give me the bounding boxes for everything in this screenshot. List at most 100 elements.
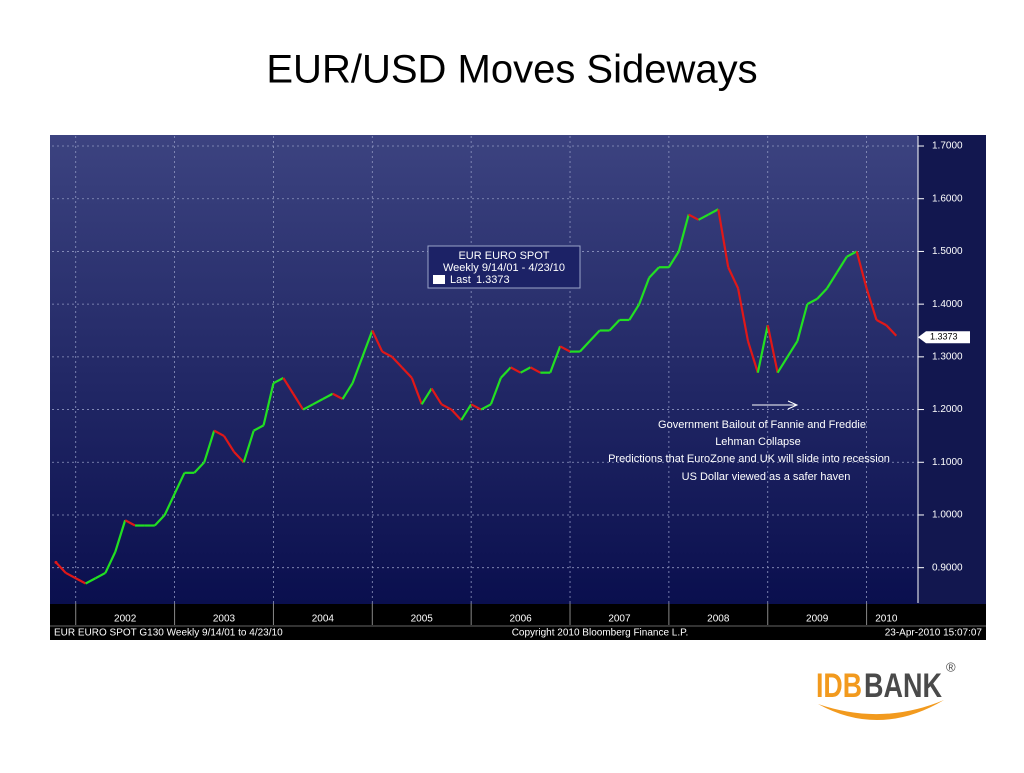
y-tick-label: 1.1000 — [932, 457, 963, 468]
price-segment — [213, 429, 225, 437]
x-tick-label: 2005 — [411, 614, 434, 625]
price-segment — [529, 366, 541, 374]
price-segment — [242, 430, 255, 463]
price-segment — [401, 366, 413, 379]
y-tick-label: 1.2000 — [932, 404, 963, 415]
price-segment — [846, 250, 858, 258]
footer-left: EUR EURO SPOT G130 Weekly 9/14/01 to 4/2… — [54, 628, 283, 639]
price-segment — [114, 519, 127, 553]
x-tick-label: 2010 — [875, 614, 898, 625]
price-segment — [203, 430, 216, 463]
x-tick-label: 2004 — [312, 614, 335, 625]
x-tick-label: 2007 — [608, 614, 631, 625]
price-segment — [865, 288, 878, 321]
price-segment — [173, 472, 186, 495]
price-segment — [361, 330, 374, 358]
legend-swatch — [433, 275, 445, 284]
y-tick-label: 1.3000 — [932, 351, 963, 362]
price-segment — [688, 213, 700, 221]
price-segment — [332, 392, 344, 400]
price-segment — [608, 319, 621, 332]
x-tick-label: 2001 — [15, 614, 38, 625]
price-segment — [836, 256, 848, 274]
price-segment — [440, 403, 452, 411]
price-segment — [282, 377, 295, 395]
price-segment — [559, 345, 571, 353]
annotation: US Dollar viewed as a safer haven — [682, 471, 851, 483]
y-tick-label: 1.7000 — [932, 141, 963, 152]
price-segment — [371, 330, 384, 353]
price-segment — [648, 266, 660, 279]
price-segment — [480, 403, 492, 411]
logo-mark: ® — [946, 659, 956, 674]
footer-right: 23-Apr-2010 15:07:07 — [885, 628, 983, 639]
price-segment — [154, 514, 166, 527]
price-segment — [253, 424, 265, 432]
price-segment — [193, 461, 206, 474]
axis-strip — [50, 604, 986, 640]
price-segment — [806, 297, 818, 306]
price-segment — [885, 324, 898, 337]
price-segment — [855, 251, 868, 289]
price-segment — [766, 325, 779, 373]
x-tick-label: 2009 — [806, 614, 829, 625]
price-segment — [628, 303, 641, 321]
price-segment — [796, 303, 809, 342]
price-segment — [698, 213, 709, 221]
x-tick-label: 2002 — [114, 614, 137, 625]
price-segment — [104, 551, 117, 574]
legend-box — [427, 245, 581, 289]
price-segment — [667, 250, 680, 268]
price-segment — [746, 340, 759, 373]
price-segment — [85, 577, 97, 585]
legend-subtitle: Weekly 9/14/01 - 4/23/10 — [443, 262, 565, 274]
price-segment — [460, 403, 473, 421]
logo-left: IDB — [816, 667, 862, 705]
price-segment — [677, 214, 690, 252]
price-segment — [65, 571, 77, 580]
logo-right: BANK — [864, 667, 942, 705]
last-value-label: 1.3373 — [930, 332, 958, 342]
price-segment — [588, 329, 601, 342]
price-segment — [786, 340, 799, 358]
annotation: Lehman Collapse — [715, 436, 801, 448]
price-segment — [410, 377, 423, 405]
price-segment — [420, 387, 433, 405]
price-segment — [450, 408, 463, 421]
price-segment — [55, 561, 67, 574]
y-tick-label: 1.6000 — [932, 193, 963, 204]
price-segment — [341, 382, 354, 400]
price-segment — [638, 277, 651, 305]
price-segment — [430, 387, 443, 405]
price-segment — [351, 356, 364, 384]
y-tick-label: 0.9000 — [932, 562, 963, 573]
price-segment — [124, 519, 136, 527]
plot-background — [50, 135, 986, 604]
price-segment — [292, 393, 305, 411]
price-segment — [272, 376, 284, 385]
last-value-marker — [918, 331, 970, 344]
price-segment — [717, 209, 730, 268]
price-segment — [312, 398, 324, 406]
price-segment — [391, 356, 403, 369]
x-tick-label: 2003 — [213, 614, 236, 625]
price-segment — [776, 356, 789, 374]
x-tick-label: 2008 — [707, 614, 730, 625]
price-segment — [500, 366, 512, 379]
logo-swoosh — [818, 700, 944, 721]
price-segment — [302, 403, 314, 411]
legend-last-text: Last — [450, 274, 471, 286]
y-tick-label: 1.5000 — [932, 246, 963, 257]
axes: 0.9000 1.0000 1.1000 1.2000 1.3000 1.4000 1.50… — [917, 136, 970, 603]
plot: 2001 2002 2003 2004 2005 2006 2007 2008 2009 2010 — [15, 136, 918, 625]
price-segment — [163, 493, 176, 516]
price-segment — [322, 392, 334, 400]
price-segment — [727, 266, 740, 289]
price-segment — [579, 340, 591, 353]
price-segment — [223, 435, 235, 453]
legend-last-value: 1.3373 — [476, 274, 510, 286]
price-segment — [826, 271, 838, 289]
price-segment — [470, 403, 482, 411]
